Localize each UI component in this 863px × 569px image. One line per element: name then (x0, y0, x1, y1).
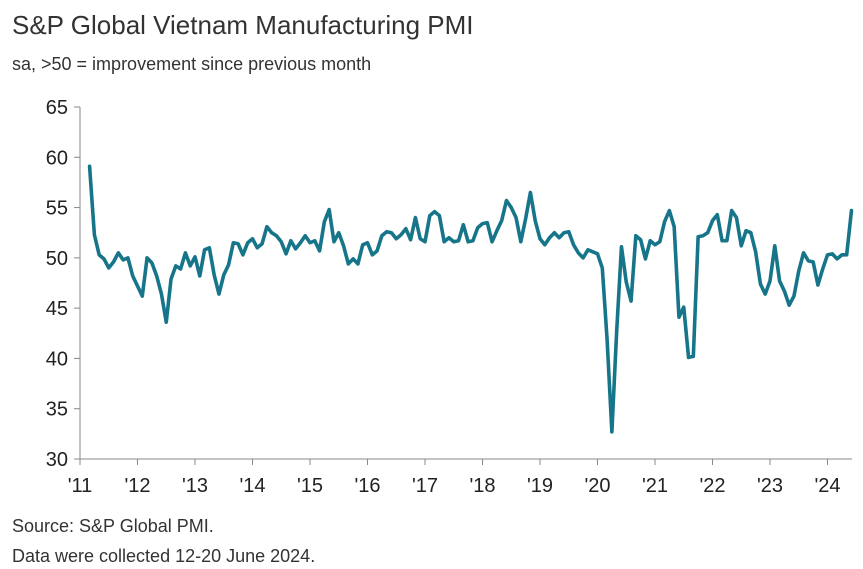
y-tick-label: 55 (46, 198, 68, 220)
x-tick-label: '15 (297, 475, 323, 497)
y-tick-label: 60 (46, 147, 68, 169)
chart-title: S&P Global Vietnam Manufacturing PMI (12, 10, 474, 40)
source-note: Source: S&P Global PMI. (12, 516, 214, 536)
x-tick-label: '17 (412, 475, 438, 497)
x-tick-label: '21 (642, 475, 668, 497)
x-tick-label: '20 (584, 475, 610, 497)
x-tick-label: '23 (757, 475, 783, 497)
x-tick-label: '16 (354, 475, 380, 497)
x-tick-label: '18 (469, 475, 495, 497)
y-tick-label: 50 (46, 248, 68, 270)
y-tick-label: 40 (46, 348, 68, 370)
x-tick-label: '11 (68, 475, 93, 497)
y-tick-label: 45 (46, 298, 68, 320)
chart-subtitle: sa, >50 = improvement since previous mon… (12, 54, 372, 74)
y-tick-label: 30 (46, 449, 68, 471)
collection-note: Data were collected 12-20 June 2024. (12, 546, 316, 566)
x-tick-label: '22 (699, 475, 725, 497)
y-tick-label: 35 (46, 399, 68, 421)
x-tick-label: '14 (239, 475, 265, 497)
y-tick-label: 65 (46, 97, 68, 119)
x-tick-label: '19 (527, 475, 553, 497)
series-line-pmi (87, 164, 854, 434)
x-tick-label: '24 (814, 475, 840, 497)
x-tick-label: '13 (182, 475, 208, 497)
x-tick-label: '12 (124, 475, 150, 497)
